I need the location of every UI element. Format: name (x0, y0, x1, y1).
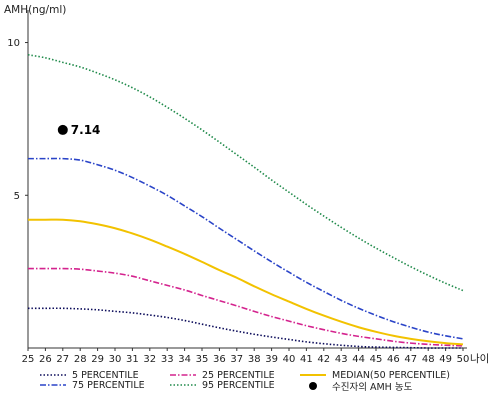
series-line-2 (28, 218, 464, 346)
x-tick-label: 44 (352, 354, 365, 365)
x-tick-label: 40 (283, 354, 296, 365)
x-tick-label: 49 (439, 354, 452, 365)
x-tick-label: 43 (335, 354, 348, 365)
series-line-1 (28, 267, 464, 347)
x-tick-label: 31 (126, 354, 139, 365)
x-tick-label: 39 (265, 354, 278, 365)
patient-amh-label: 7.14 (71, 123, 101, 137)
x-tick-label: 28 (74, 354, 87, 365)
x-axis-title: 나이 (470, 353, 489, 365)
legend-point-marker (309, 382, 317, 390)
x-tick-label: 48 (422, 354, 435, 365)
x-tick-label: 32 (143, 354, 156, 365)
legend-label: 5 PERCENTILE (72, 370, 139, 381)
x-tick-label: 36 (213, 354, 226, 365)
legend-label: 75 PERCENTILE (72, 380, 145, 391)
x-tick-label: 29 (91, 354, 104, 365)
x-tick-label: 27 (56, 354, 69, 365)
legend-label: 95 PERCENTILE (202, 380, 275, 391)
legend-label: 25 PERCENTILE (202, 370, 275, 381)
x-tick-label: 47 (404, 354, 417, 365)
x-tick-label: 26 (39, 354, 52, 365)
x-tick-label: 42 (317, 354, 330, 365)
series-line-4 (27, 53, 464, 292)
series-line-3 (28, 157, 464, 340)
x-tick-label: 25 (22, 354, 35, 365)
y-tick-label: 5 (14, 191, 20, 202)
chart-ticks: 5 10 25 26 27 28 29 30 31 32 33 34 35 36 37 38 39 40 41 42 4… (7, 38, 469, 365)
x-tick-label: 50 (457, 354, 470, 365)
x-tick-label: 45 (370, 354, 383, 365)
x-tick-label: 30 (109, 354, 122, 365)
y-axis-title: AMH(ng/ml) (4, 4, 66, 16)
x-tick-label: 33 (161, 354, 174, 365)
x-tick-label: 41 (300, 354, 313, 365)
chart-series-lines (27, 53, 464, 349)
chart-highlight: 7.14 (57, 123, 101, 137)
y-tick-label: 10 (7, 38, 20, 49)
legend-label: MEDIAN(50 PERCENTILE) (332, 370, 450, 381)
x-tick-label: 35 (196, 354, 209, 365)
chart-axes: AMH(ng/ml) 나이 (4, 4, 489, 365)
x-tick-label: 38 (248, 354, 261, 365)
x-tick-label: 37 (230, 354, 243, 365)
legend-point-label: 수진자의 AMH 농도 (332, 382, 413, 393)
patient-amh-point (57, 124, 68, 135)
x-tick-label: 34 (178, 354, 191, 365)
series-line-0 (27, 307, 463, 349)
x-tick-label: 46 (387, 354, 400, 365)
chart-legend: 5 PERCENTILE 25 PERCENTILE MEDIAN(50 PERCE… (40, 370, 450, 393)
